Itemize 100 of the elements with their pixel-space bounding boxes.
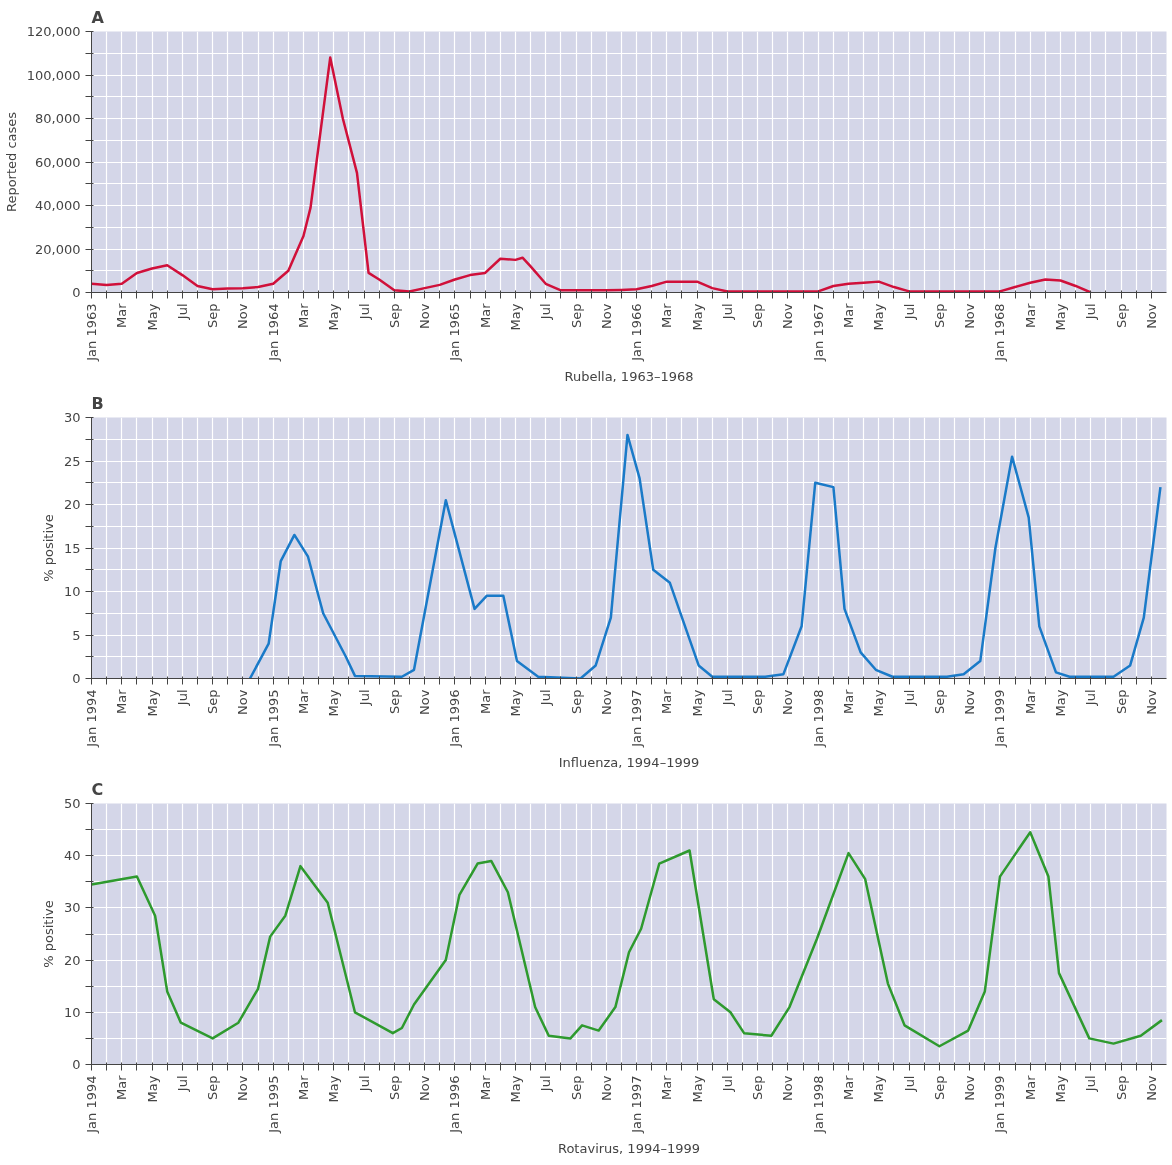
x-tick-label: Mar [114, 688, 130, 715]
x-tick-label: Sep [1113, 303, 1129, 328]
x-tick-label: Jul [538, 303, 554, 321]
x-tick-label: Jul [719, 689, 735, 707]
y-tick-label: 25 [63, 453, 81, 469]
x-tick-label: Jul [538, 1075, 554, 1093]
x-tick-label: Jan 1996 [447, 689, 463, 748]
x-tick-label: Nov [235, 1075, 251, 1101]
x-tick-label: May [871, 689, 887, 717]
y-tick-label: 15 [63, 540, 81, 556]
x-tick-label: May [689, 1075, 705, 1103]
x-tick-label: Jul [1083, 303, 1099, 321]
line-series [91, 830, 1164, 1048]
x-tick-label: Nov [598, 303, 614, 329]
chart-title: B [91, 393, 104, 413]
x-tick-label: Jan 1994 [84, 1075, 99, 1134]
x-tick-label: Sep [568, 689, 584, 714]
y-tick-label: 120,000 [26, 24, 81, 39]
x-tick-label: Jan 1967 [810, 303, 826, 362]
y-axis-title: % positive [40, 514, 56, 582]
x-tick-label: May [144, 689, 160, 717]
y-tick-label: 80,000 [35, 111, 81, 126]
x-tick-label: Jul [356, 303, 372, 321]
x-tick-label: Mar [477, 1074, 493, 1101]
y-tick-label: 0 [72, 671, 81, 686]
x-tick-label: Nov [780, 1075, 796, 1101]
x-tick-label: Sep [205, 1075, 221, 1100]
x-tick-label: Sep [931, 1075, 947, 1100]
y-tick-label: 60,000 [35, 154, 81, 170]
x-tick-label: Nov [1143, 689, 1159, 715]
x-tick-label: May [1053, 1075, 1069, 1103]
x-tick-label: Jan 1995 [265, 689, 281, 748]
y-tick-label: 0 [72, 1057, 81, 1072]
x-tick-label: Mar [841, 1074, 857, 1101]
x-tick-label: May [1053, 303, 1069, 331]
x-tick-label: Nov [1143, 303, 1159, 329]
x-tick-label: Nov [962, 303, 978, 329]
x-tick-label: May [326, 689, 342, 717]
x-tick-label: Sep [750, 689, 766, 714]
x-tick-label: Sep [750, 1075, 766, 1100]
x-tick-label: May [871, 1075, 887, 1103]
x-tick-label: May [326, 303, 342, 331]
x-tick-label: Sep [568, 1075, 584, 1100]
x-tick-label: Sep [931, 689, 947, 714]
chart-title: C [91, 779, 104, 799]
y-axis-title: Reported cases [3, 111, 19, 213]
x-tick-label: Mar [659, 688, 675, 715]
x-tick-label: Jan 1999 [992, 689, 1008, 748]
x-tick-label: May [689, 303, 705, 331]
x-tick-label: Nov [962, 689, 978, 715]
x-tick-label: Sep [205, 689, 221, 714]
x-tick-label: Nov [780, 303, 796, 329]
x-tick-label: Jan 1963 [84, 303, 99, 362]
x-tick-label: Nov [417, 689, 433, 715]
y-tick-label: 30 [63, 900, 81, 916]
y-tick-label: 20 [63, 497, 81, 512]
x-tick-label: Jul [538, 689, 554, 707]
x-tick-label: Nov [780, 689, 796, 715]
y-tick-label: 10 [63, 584, 81, 599]
x-tick-label: Sep [750, 303, 766, 328]
x-tick-label: Mar [295, 1074, 311, 1101]
y-tick-label: 20 [63, 952, 81, 968]
x-tick-label: Jan 1997 [629, 1075, 645, 1134]
y-axis-title: % positive [40, 900, 56, 968]
x-tick-label: Jan 1964 [265, 303, 281, 362]
y-tick-label: 30 [63, 410, 81, 425]
x-tick-label: Nov [417, 1075, 433, 1101]
x-axis-title: Influenza, 1994–1999 [558, 754, 700, 770]
y-tick-label: 10 [63, 1004, 81, 1020]
x-tick-label: Mar [841, 688, 857, 715]
x-tick-label: May [1053, 689, 1069, 717]
x-axis-title: Rotavirus, 1994–1999 [557, 1140, 701, 1156]
x-tick-label: Jan 1999 [992, 1075, 1008, 1134]
x-tick-label: Jul [901, 303, 917, 321]
x-tick-label: Nov [598, 1075, 614, 1101]
y-tick-label: 20,000 [35, 241, 81, 257]
x-tick-label: Jan 1968 [992, 303, 1008, 362]
x-tick-label: Jan 1998 [810, 1075, 826, 1134]
x-tick-label: Nov [235, 303, 251, 329]
x-tick-label: Sep [205, 303, 221, 328]
y-tick-label: 50 [63, 796, 81, 811]
y-tick-label: 0 [72, 285, 81, 300]
x-tick-label: May [144, 1075, 160, 1103]
x-tick-label: Mar [295, 688, 311, 715]
x-tick-label: Jul [356, 1075, 372, 1093]
x-tick-label: Sep [386, 303, 402, 328]
x-tick-label: Mar [1022, 688, 1038, 715]
x-tick-label: May [507, 1075, 523, 1103]
x-tick-label: Jan 1996 [447, 1075, 463, 1134]
x-tick-label: Jul [719, 303, 735, 321]
x-tick-label: Jul [356, 689, 372, 707]
x-tick-label: Mar [477, 688, 493, 715]
x-tick-label: Mar [477, 302, 493, 329]
x-tick-label: Nov [598, 689, 614, 715]
x-tick-label: Jul [901, 1075, 917, 1093]
x-tick-label: Jan 1998 [810, 689, 826, 748]
x-tick-label: Jan 1965 [447, 303, 463, 362]
x-tick-label: Mar [841, 302, 857, 329]
x-tick-label: May [144, 303, 160, 331]
x-tick-label: Mar [295, 302, 311, 329]
